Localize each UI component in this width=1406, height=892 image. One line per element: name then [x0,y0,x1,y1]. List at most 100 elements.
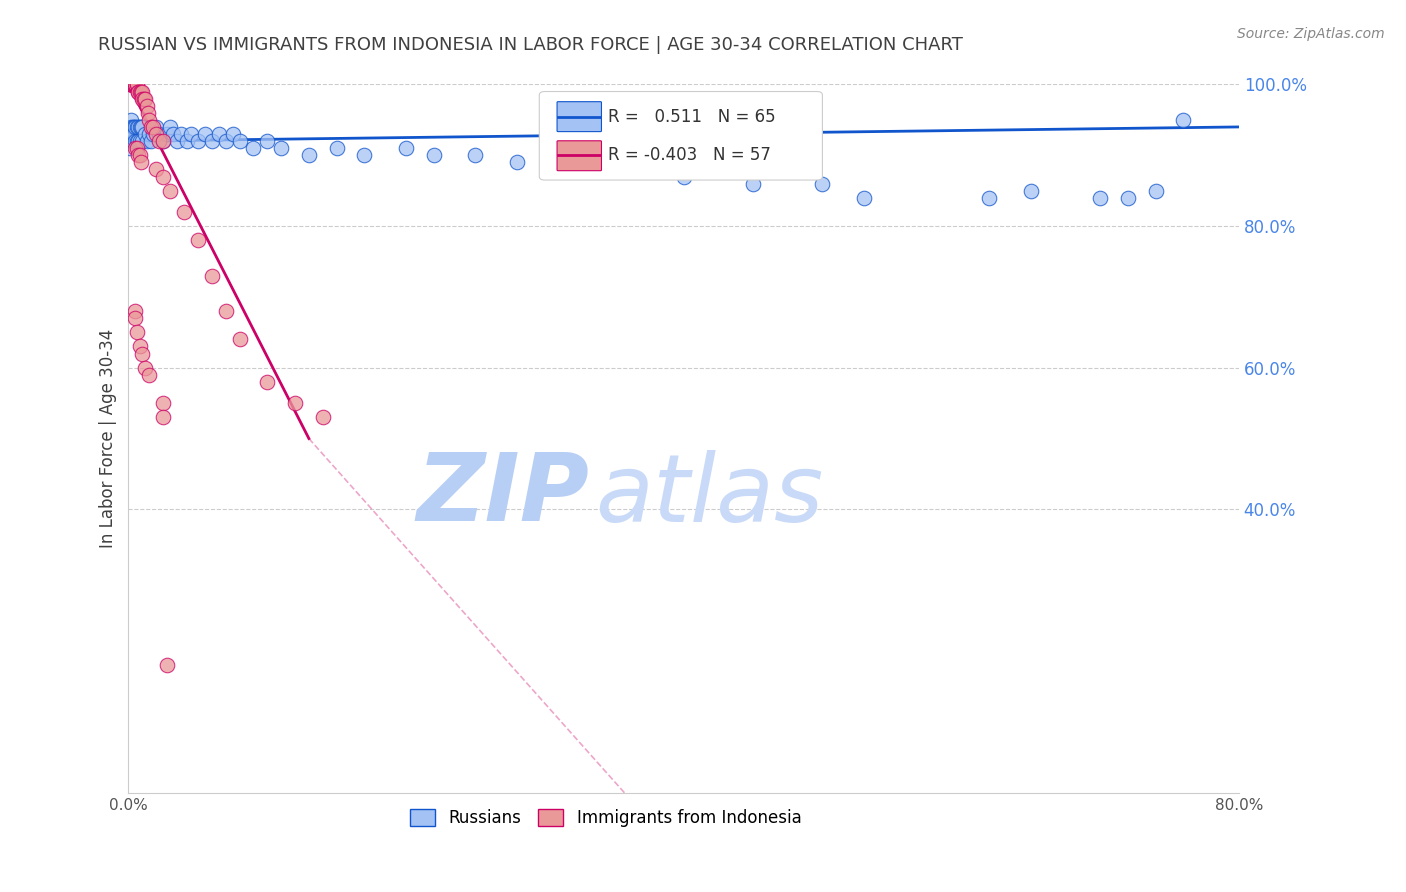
Point [159,120,181,134]
Point [142,120,165,134]
Point [127,85,149,99]
Y-axis label: In Labor Force | Age 30-34: In Labor Force | Age 30-34 [100,329,117,549]
Point [124,78,146,92]
Point [742,177,765,191]
Point [977,191,1000,205]
Point [228,134,250,148]
Point [127,85,149,99]
Point [176,134,198,148]
Point [138,368,160,382]
Point [187,233,209,247]
Point [118,78,141,92]
Point [124,141,146,155]
Point [423,148,446,162]
Point [152,396,174,410]
Point [118,78,141,92]
Legend: Russians, Immigrants from Indonesia: Russians, Immigrants from Indonesia [404,803,808,834]
Point [124,120,146,134]
Point [118,127,141,141]
Point [214,304,236,318]
Point [173,205,195,219]
Point [156,127,179,141]
Point [118,134,141,148]
Point [228,332,250,346]
Point [118,78,141,92]
Point [187,134,209,148]
Point [148,127,170,141]
Point [603,162,626,177]
Point [298,148,321,162]
Point [134,127,156,141]
Point [464,148,486,162]
Point [128,134,150,148]
Point [121,134,143,148]
Text: R = -0.403   N = 57: R = -0.403 N = 57 [609,146,770,164]
Point [125,78,148,92]
Point [1088,191,1111,205]
Point [353,148,375,162]
Point [138,127,160,141]
Point [127,134,149,148]
Point [129,120,152,134]
Point [128,120,150,134]
Point [145,120,167,134]
Point [142,127,165,141]
Point [1173,112,1195,127]
Point [125,120,148,134]
FancyBboxPatch shape [540,92,823,180]
Point [131,134,153,148]
Point [152,134,174,148]
Point [129,155,152,169]
Point [120,78,142,92]
Point [221,127,243,141]
Point [1019,184,1042,198]
FancyBboxPatch shape [557,141,602,170]
Point [152,169,174,184]
Point [122,78,145,92]
Point [122,127,145,141]
Point [131,92,153,106]
Point [124,304,146,318]
Point [506,155,529,169]
Point [121,120,143,134]
Point [145,127,167,141]
Point [170,127,193,141]
Text: RUSSIAN VS IMMIGRANTS FROM INDONESIA IN LABOR FORCE | AGE 30-34 CORRELATION CHAR: RUSSIAN VS IMMIGRANTS FROM INDONESIA IN … [98,36,963,54]
Point [256,134,278,148]
Text: Source: ZipAtlas.com: Source: ZipAtlas.com [1237,27,1385,41]
Text: R =   0.511   N = 65: R = 0.511 N = 65 [609,108,776,126]
Point [131,85,153,99]
Point [125,134,148,148]
Point [128,85,150,99]
Point [312,410,335,425]
Point [270,141,292,155]
Point [811,177,834,191]
Point [120,78,142,92]
Point [325,141,347,155]
Text: atlas: atlas [595,450,823,541]
Point [120,112,142,127]
Point [853,191,876,205]
Point [256,375,278,389]
Point [132,92,155,106]
Point [284,396,307,410]
Point [131,120,153,134]
Point [127,148,149,162]
Point [1144,184,1167,198]
Point [124,134,146,148]
Point [120,78,142,92]
Point [139,134,162,148]
Point [125,141,148,155]
Point [201,268,224,283]
Point [124,311,146,326]
FancyBboxPatch shape [557,102,602,132]
Point [148,134,170,148]
Point [214,134,236,148]
Point [138,112,160,127]
Point [135,98,157,112]
Point [194,127,217,141]
Point [124,78,146,92]
Point [145,162,167,177]
Point [201,134,224,148]
Point [672,169,695,184]
